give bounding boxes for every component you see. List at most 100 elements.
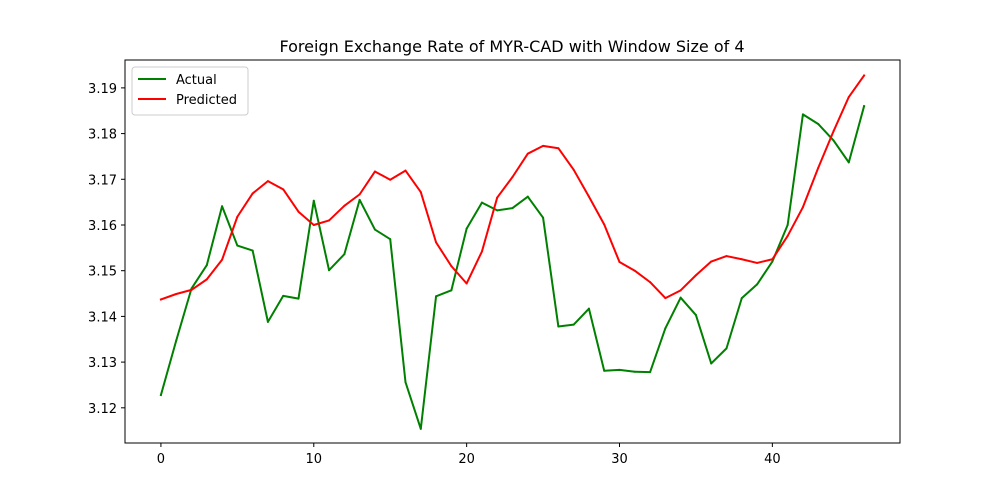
data-point-actual: [221, 205, 224, 208]
data-point-actual: [526, 195, 529, 198]
data-point-predicted: [312, 223, 315, 226]
data-point-predicted: [297, 210, 300, 213]
y-axis: 3.12 3.13 3.14 3.15 3.16 3.17 3.18 3.19: [88, 82, 125, 417]
data-point-predicted: [618, 261, 621, 264]
data-point-predicted: [587, 195, 590, 198]
data-point-actual: [603, 369, 606, 372]
data-point-predicted: [251, 192, 254, 195]
data-point-actual: [817, 122, 820, 125]
data-point-actual: [389, 238, 392, 241]
data-point-predicted: [664, 297, 667, 300]
data-point-actual: [832, 139, 835, 142]
data-point-actual: [740, 297, 743, 300]
data-point-actual: [297, 297, 300, 300]
data-point-predicted: [435, 241, 438, 244]
data-point-predicted: [450, 265, 453, 268]
data-point-predicted: [190, 288, 193, 291]
data-point-predicted: [740, 258, 743, 261]
data-point-predicted: [863, 74, 866, 77]
data-point-actual: [328, 269, 331, 272]
data-point-actual: [358, 198, 361, 201]
data-point-actual: [465, 227, 468, 230]
data-point-actual: [159, 394, 162, 397]
data-point-actual: [343, 253, 346, 256]
data-point-actual: [373, 228, 376, 231]
data-point-actual: [618, 368, 621, 371]
data-point-actual: [480, 201, 483, 204]
plot-frame: [124, 59, 901, 444]
data-point-actual: [664, 327, 667, 330]
data-point-actual: [266, 320, 269, 323]
data-point-predicted: [542, 144, 545, 147]
data-point-actual: [587, 307, 590, 310]
data-point-predicted: [526, 152, 529, 155]
data-point-predicted: [771, 258, 774, 261]
data-point-predicted: [266, 180, 269, 183]
data-point-actual: [251, 249, 254, 252]
y-tick-label: 3.18: [88, 128, 117, 143]
data-point-actual: [649, 371, 652, 374]
data-point-actual: [694, 314, 697, 317]
data-point-actual: [557, 325, 560, 328]
data-point-actual: [679, 296, 682, 299]
data-point-predicted: [633, 269, 636, 272]
data-point-predicted: [649, 281, 652, 284]
data-point-predicted: [358, 193, 361, 196]
data-point-predicted: [480, 250, 483, 253]
data-point-actual: [801, 113, 804, 116]
y-tick-label: 3.13: [88, 356, 117, 371]
data-point-actual: [404, 381, 407, 384]
legend-label-actual: Actual: [176, 73, 217, 88]
y-tick-label: 3.14: [88, 310, 117, 325]
series-line-predicted: [159, 74, 866, 301]
y-tick-label: 3.15: [88, 265, 117, 280]
data-point-actual: [282, 294, 285, 297]
x-tick-label: 20: [458, 452, 475, 467]
data-point-predicted: [679, 289, 682, 292]
x-tick-label: 30: [611, 452, 628, 467]
data-point-actual: [847, 161, 850, 164]
x-tick-label: 10: [306, 452, 323, 467]
data-point-predicted: [221, 258, 224, 261]
data-point-predicted: [373, 170, 376, 173]
data-point-actual: [175, 339, 178, 342]
y-tick-label: 3.17: [88, 173, 117, 188]
data-point-actual: [450, 289, 453, 292]
data-point-predicted: [817, 166, 820, 169]
data-point-predicted: [725, 255, 728, 258]
plot-area: [159, 74, 866, 430]
data-point-predicted: [511, 176, 514, 178]
data-point-predicted: [159, 298, 162, 301]
data-point-predicted: [557, 147, 560, 150]
data-point-predicted: [756, 261, 759, 264]
data-point-actual: [756, 283, 759, 286]
data-point-actual: [771, 260, 774, 263]
data-point-predicted: [236, 215, 239, 218]
data-point-actual: [236, 244, 239, 247]
legend-label-predicted: Predicted: [176, 93, 237, 108]
x-axis: 0 10 20 30 40: [157, 443, 781, 467]
data-point-predicted: [786, 234, 789, 237]
data-point-predicted: [465, 282, 468, 285]
legend: Actual Predicted: [131, 66, 249, 116]
data-point-actual: [786, 223, 789, 226]
data-point-predicted: [832, 130, 835, 133]
data-point-predicted: [389, 178, 392, 181]
data-point-predicted: [694, 274, 697, 277]
data-point-actual: [435, 295, 438, 298]
data-point-predicted: [801, 206, 804, 209]
chart-title: Foreign Exchange Rate of MYR-CAD with Wi…: [279, 37, 744, 56]
data-point-predicted: [496, 196, 499, 199]
data-point-predicted: [404, 169, 407, 172]
y-tick-label: 3.19: [88, 82, 117, 97]
data-point-actual: [511, 207, 514, 210]
data-point-actual: [205, 264, 208, 267]
data-point-predicted: [175, 293, 178, 295]
y-tick-label: 3.12: [88, 402, 117, 417]
data-point-actual: [419, 427, 422, 430]
data-point-predicted: [205, 278, 208, 281]
y-tick-label: 3.16: [88, 219, 117, 234]
data-point-predicted: [343, 204, 346, 207]
data-point-predicted: [419, 191, 422, 194]
